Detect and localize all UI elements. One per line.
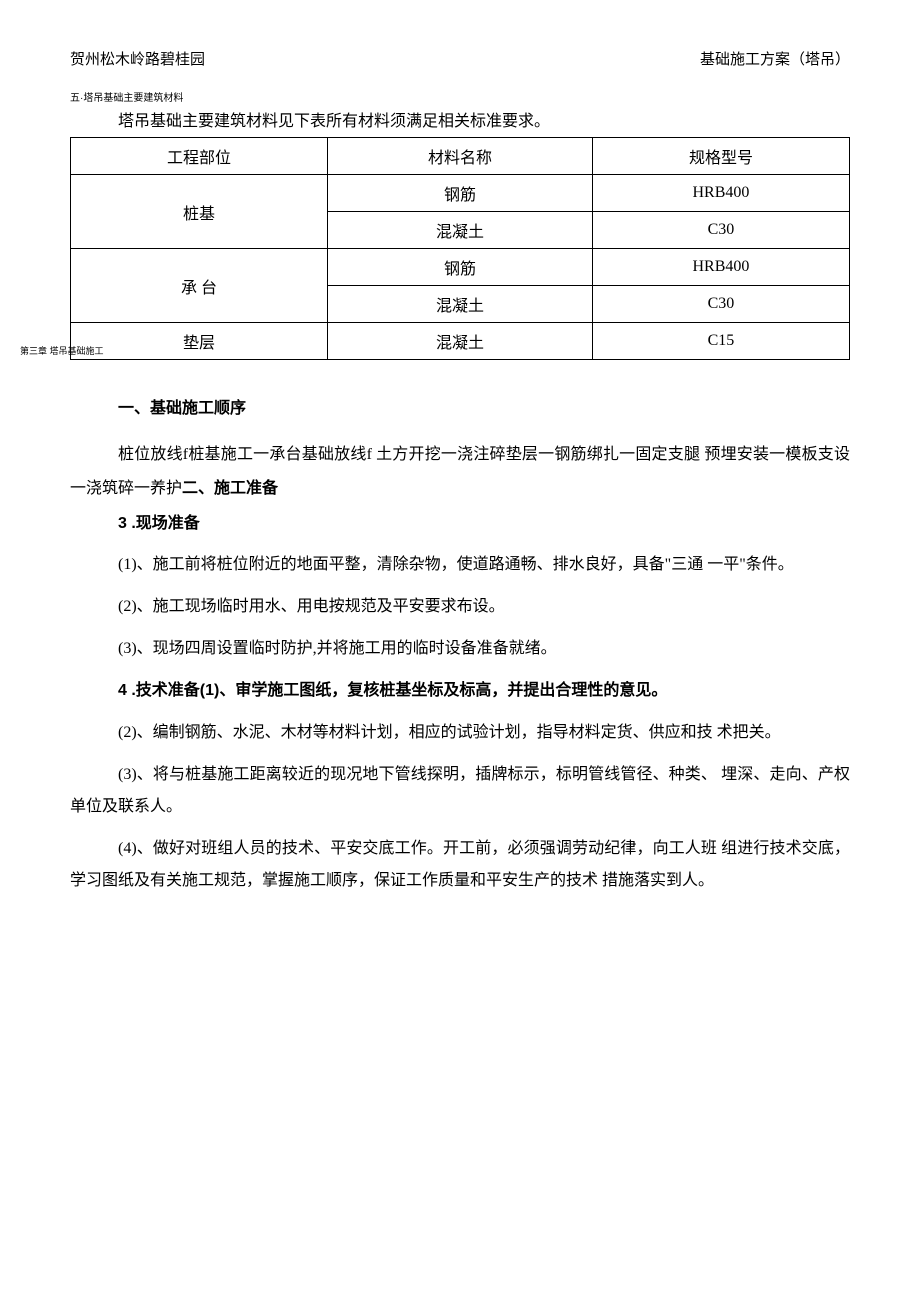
cell-spec: C15 (592, 323, 849, 360)
page-header: 贺州松木岭路碧桂园 基础施工方案（塔吊） (70, 48, 850, 69)
materials-table-wrapper: 工程部位 材料名称 规格型号 桩基 钢筋 HRB400 混凝土 C30 承 台 … (70, 137, 850, 360)
cell-part: 桩基 (71, 175, 328, 249)
prep-item: (2)、施工现场临时用水、用电按规范及平安要求布设。 (70, 591, 850, 623)
cell-material: 钢筋 (328, 175, 593, 212)
tech-item: (2)、编制钢筋、水泥、木材等材料计划，相应的试验计划，指导材料定货、供应和技 … (70, 717, 850, 749)
tech-item: (3)、将与桩基施工距离较近的现况地下管线探明，插牌标示，标明管线管径、种类、 … (70, 759, 850, 823)
section-five-heading: 五·塔吊基础主要建筑材料 (70, 89, 850, 104)
prep-item: (1)、施工前将桩位附近的地面平整，清除杂物，使道路通畅、排水良好，具备"三通 … (70, 549, 850, 581)
cell-material: 钢筋 (328, 249, 593, 286)
th-part: 工程部位 (71, 138, 328, 175)
th-spec: 规格型号 (592, 138, 849, 175)
table-row: 桩基 钢筋 HRB400 (71, 175, 850, 212)
subheading-3: 3 .现场准备 (118, 509, 850, 533)
cell-spec: C30 (592, 212, 849, 249)
cell-material: 混凝土 (328, 286, 593, 323)
sequence-paragraph: 桩位放线f桩基施工一承台基础放线f 土方开挖一浇注碎垫层一钢筋绑扎一固定支腿 预… (70, 438, 850, 505)
section-one-title: 一、基础施工顺序 (118, 394, 850, 418)
section-two-title: 二、施工准备 (182, 480, 278, 497)
table-header-row: 工程部位 材料名称 规格型号 (71, 138, 850, 175)
cell-spec: HRB400 (592, 249, 849, 286)
table-row: 承 台 钢筋 HRB400 (71, 249, 850, 286)
tech-item: (4)、做好对班组人员的技术、平安交底工作。开工前，必须强调劳动纪律，向工人班 … (70, 833, 850, 897)
subheading-4: 4 .技术准备(1)、审学施工图纸，复核桩基坐标及标高，并提出合理性的意见。 (70, 675, 850, 707)
section-five-intro: 塔吊基础主要建筑材料见下表所有材料须满足相关标准要求。 (118, 107, 850, 131)
cell-spec: C30 (592, 286, 849, 323)
th-material: 材料名称 (328, 138, 593, 175)
materials-table: 工程部位 材料名称 规格型号 桩基 钢筋 HRB400 混凝土 C30 承 台 … (70, 137, 850, 360)
prep-item: (3)、现场四周设置临时防护,并将施工用的临时设备准备就绪。 (70, 633, 850, 665)
chapter-three-note: 第三章 塔吊基础施工 (20, 344, 104, 357)
cell-material: 混凝土 (328, 212, 593, 249)
cell-part: 垫层 (71, 323, 328, 360)
cell-part: 承 台 (71, 249, 328, 323)
cell-spec: HRB400 (592, 175, 849, 212)
header-left: 贺州松木岭路碧桂园 (70, 48, 205, 69)
cell-material: 混凝土 (328, 323, 593, 360)
header-right: 基础施工方案（塔吊） (700, 48, 850, 69)
table-row: 垫层 混凝土 C15 (71, 323, 850, 360)
subheading-4-text: 4 .技术准备(1)、审学施工图纸，复核桩基坐标及标高，并提出合理性的意见。 (118, 682, 667, 699)
